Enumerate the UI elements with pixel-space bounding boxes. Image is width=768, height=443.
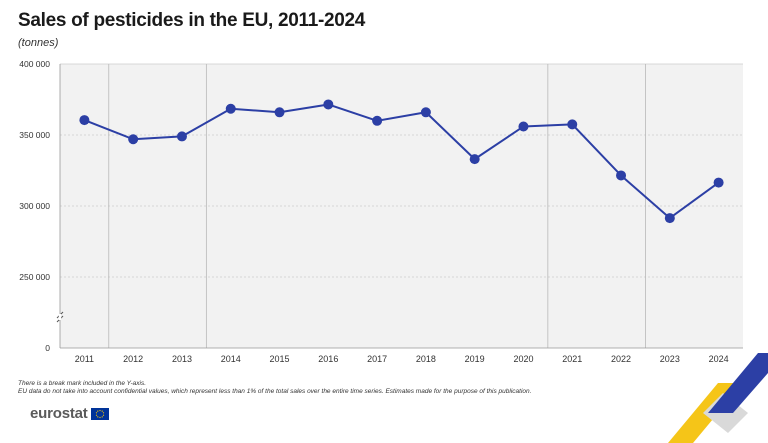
x-tick-label: 2022 bbox=[611, 354, 631, 364]
x-tick-label: 2016 bbox=[318, 354, 338, 364]
footnote-break-mark: There is a break mark included in the Y-… bbox=[18, 380, 147, 387]
data-point bbox=[420, 107, 431, 118]
line-chart: 400 000 350 000 300 000 250 000 0 2011 2012 201… bbox=[19, 59, 743, 364]
eu-flag-icon bbox=[90, 407, 109, 420]
x-tick-label: 2018 bbox=[416, 354, 436, 364]
data-point bbox=[518, 121, 529, 132]
x-tick-label: 2014 bbox=[221, 354, 241, 364]
chart-subtitle: (tonnes) bbox=[18, 37, 59, 49]
x-tick-label: 2020 bbox=[513, 354, 533, 364]
y-tick-label: 0 bbox=[45, 343, 50, 353]
logo-text: eurostat bbox=[30, 405, 88, 422]
decorative-ribbon bbox=[668, 353, 768, 443]
x-tick-label: 2024 bbox=[709, 354, 729, 364]
x-tick-label: 2011 bbox=[75, 354, 94, 364]
axis-break-gap bbox=[58, 314, 62, 320]
data-point bbox=[372, 115, 383, 126]
x-tick-label: 2017 bbox=[367, 354, 387, 364]
data-point bbox=[176, 131, 187, 142]
y-tick-label: 300 000 bbox=[19, 201, 50, 211]
footnote-confidential: EU data do not take into account confide… bbox=[18, 388, 532, 395]
y-tick-label: 400 000 bbox=[19, 59, 50, 69]
y-tick-label: 350 000 bbox=[19, 130, 50, 140]
data-point bbox=[274, 107, 285, 118]
data-point bbox=[713, 177, 724, 188]
data-point bbox=[323, 99, 334, 110]
x-tick-label: 2019 bbox=[465, 354, 485, 364]
data-point bbox=[616, 170, 627, 181]
y-tick-label: 250 000 bbox=[19, 272, 50, 282]
x-tick-label: 2023 bbox=[660, 354, 680, 364]
eurostat-logo: eurostat bbox=[30, 405, 109, 422]
data-point bbox=[225, 103, 236, 114]
data-point bbox=[79, 115, 90, 126]
x-tick-label: 2012 bbox=[123, 354, 143, 364]
x-tick-label: 2013 bbox=[172, 354, 192, 364]
chart-title: Sales of pesticides in the EU, 2011-2024 bbox=[18, 10, 366, 31]
data-point bbox=[128, 134, 139, 145]
series-line bbox=[84, 103, 720, 220]
data-point bbox=[469, 154, 480, 165]
data-point bbox=[567, 119, 578, 130]
footnotes: There is a break mark included in the Y-… bbox=[18, 380, 531, 396]
x-tick-label: 2021 bbox=[562, 354, 582, 364]
data-point bbox=[664, 213, 675, 224]
x-tick-label: 2015 bbox=[270, 354, 290, 364]
